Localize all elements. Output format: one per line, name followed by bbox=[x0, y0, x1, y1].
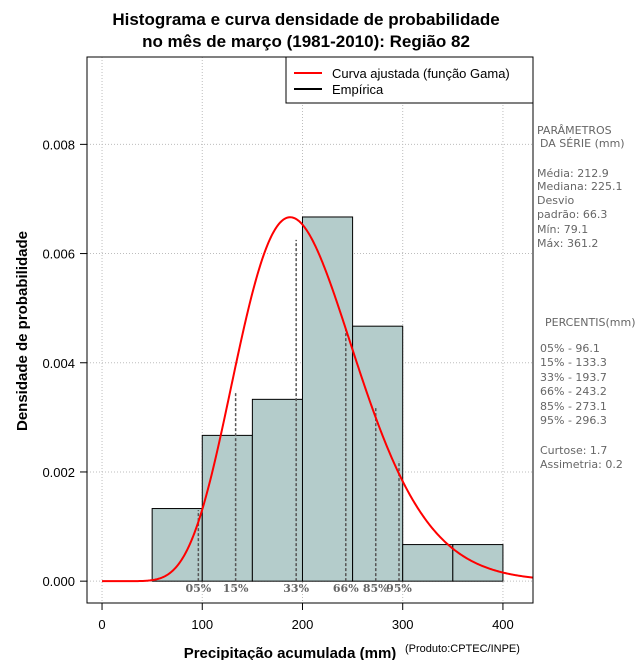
y-axis-title: Densidade de probabilidade bbox=[14, 231, 31, 431]
y-tick-label-1: 0.002 bbox=[42, 465, 75, 480]
y-tick-label-2: 0.004 bbox=[42, 356, 75, 371]
percentile-label-4: 85% bbox=[363, 582, 389, 595]
percentil-66: 66% - 243.2 bbox=[540, 385, 607, 398]
param-max: Máx: 361.2 bbox=[537, 237, 598, 250]
percentile-label-5: 95% bbox=[386, 582, 412, 595]
param-min: Mín: 79.1 bbox=[537, 223, 588, 236]
percentil-95: 95% - 296.3 bbox=[540, 414, 607, 427]
x-tick-label-4: 400 bbox=[492, 617, 514, 632]
percentil-33: 33% - 193.7 bbox=[540, 371, 607, 384]
param-median: Mediana: 225.1 bbox=[537, 180, 622, 193]
percentis-title: PERCENTIS(mm) bbox=[545, 316, 636, 329]
gamma-density-curve bbox=[102, 216, 533, 583]
product-credit: (Produto:CPTEC/INPE) bbox=[405, 643, 520, 655]
percentile-label-2: 33% bbox=[283, 582, 309, 595]
percentil-85: 85% - 273.1 bbox=[540, 400, 607, 413]
param-std-label: Desvio bbox=[537, 194, 575, 207]
params-title-2: DA SÉRIE (mm) bbox=[540, 137, 625, 150]
legend-label-empirical: Empírica bbox=[332, 82, 384, 97]
skewness: Assimetria: 0.2 bbox=[540, 458, 623, 471]
legend: Curva ajustada (função Gama) Empírica bbox=[285, 56, 534, 104]
curve-layer bbox=[102, 216, 533, 583]
histogram-bar-1 bbox=[201, 434, 253, 582]
histogram-bar-6 bbox=[452, 544, 504, 582]
legend-label-curve: Curva ajustada (função Gama) bbox=[332, 66, 510, 81]
side-panel: PARÂMETROS DA SÉRIE (mm) Média: 212.9 Me… bbox=[537, 124, 636, 471]
x-tick-label-0: 0 bbox=[98, 617, 105, 632]
histogram-bar-0 bbox=[151, 508, 203, 582]
percentile-labels-layer: 05% 15% 33% 66% 85%95% bbox=[185, 582, 412, 595]
chart-title-line-1: Histograma e curva densidade de probabil… bbox=[112, 10, 499, 29]
params-title-1: PARÂMETROS bbox=[537, 124, 612, 137]
x-axis: 0 100 200 300 400 bbox=[98, 602, 514, 632]
x-axis-title: Precipitação acumulada (mm) bbox=[184, 645, 397, 660]
percentile-label-1: 15% bbox=[223, 582, 249, 595]
y-tick-label-4: 0.008 bbox=[42, 137, 75, 152]
kurtosis: Curtose: 1.7 bbox=[540, 444, 607, 457]
percentil-05: 05% - 96.1 bbox=[540, 342, 600, 355]
bars-layer bbox=[151, 216, 504, 582]
percentile-label-3: 66% bbox=[333, 582, 359, 595]
x-tick-label-2: 200 bbox=[292, 617, 314, 632]
y-tick-label-0: 0.000 bbox=[42, 574, 75, 589]
param-mean: Média: 212.9 bbox=[537, 167, 609, 180]
y-axis: 0.000 0.002 0.004 0.006 0.008 bbox=[42, 137, 88, 589]
percentile-lines-layer bbox=[197, 239, 400, 582]
percentile-label-0: 05% bbox=[185, 582, 211, 595]
percentil-15: 15% - 133.3 bbox=[540, 356, 607, 369]
chart-title-line-2: no mês de março (1981-2010): Região 82 bbox=[142, 32, 470, 51]
histogram-bar-4 bbox=[352, 325, 404, 582]
legend-box bbox=[285, 56, 534, 104]
param-std: padrão: 66.3 bbox=[537, 208, 607, 221]
histogram-bar-2 bbox=[251, 398, 303, 582]
histogram-bar-5 bbox=[402, 544, 454, 582]
y-tick-label-3: 0.006 bbox=[42, 247, 75, 262]
x-tick-label-3: 300 bbox=[392, 617, 414, 632]
x-tick-label-1: 100 bbox=[191, 617, 213, 632]
